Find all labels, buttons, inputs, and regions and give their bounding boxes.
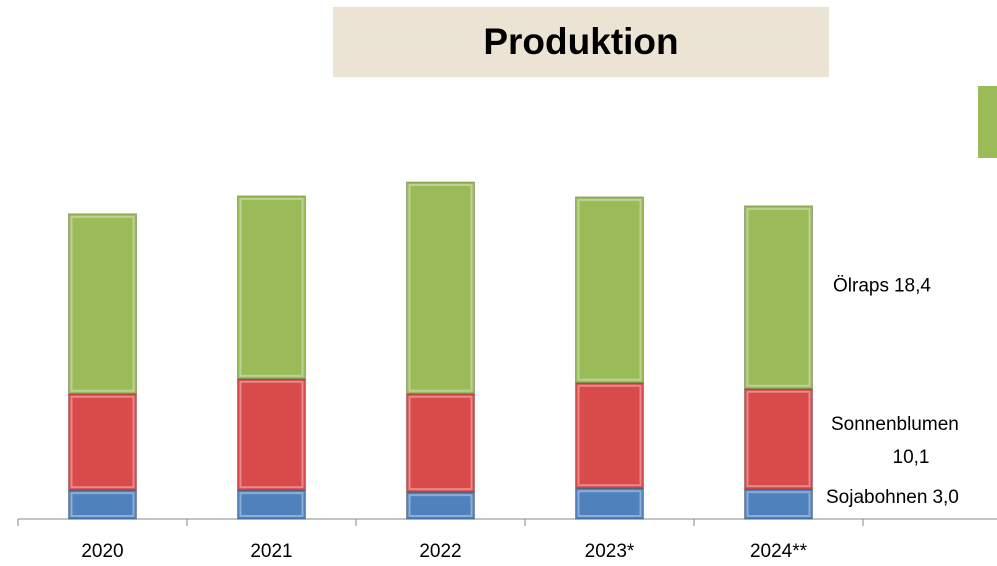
bar-bevel	[70, 215, 135, 392]
bar-segment	[68, 213, 137, 395]
bar-segment	[406, 491, 475, 520]
bar-segment	[575, 487, 644, 520]
x-tick-label: 2021	[250, 541, 292, 562]
bar-bevel	[70, 492, 135, 517]
bar-segment	[744, 205, 813, 390]
bar-bevel	[408, 184, 473, 392]
bar-bevel	[239, 380, 304, 489]
x-tick-label: 2022	[419, 541, 461, 562]
bar-bevel	[408, 494, 473, 518]
value-label: 10,1	[893, 447, 930, 468]
bar-bevel	[408, 395, 473, 491]
x-tick-label: 2023*	[585, 541, 635, 562]
series-label: Ölraps	[833, 275, 889, 296]
bar-segment	[237, 378, 306, 491]
bar-bevel	[746, 491, 811, 518]
bar-segment	[406, 181, 475, 395]
value-label: 18,4	[894, 275, 931, 296]
series-label: Sojabohnen	[826, 487, 927, 508]
chart-title: Produktion	[483, 21, 678, 62]
bar-bevel	[746, 390, 811, 488]
bar-bevel	[577, 490, 642, 517]
series-label: Sonnenblumen	[831, 414, 959, 435]
bar-segment	[68, 489, 137, 520]
bar-segment	[575, 382, 644, 489]
bar-bevel	[577, 384, 642, 487]
side-swatch	[978, 86, 997, 158]
bar-bevel	[746, 207, 811, 387]
bar-bevel	[577, 198, 642, 381]
x-tick-label: 2020	[81, 541, 123, 562]
value-label: 3,0	[932, 487, 958, 508]
bar-segment	[68, 393, 137, 491]
bar-bevel	[70, 395, 135, 489]
title-box	[333, 7, 829, 77]
bar-segment	[744, 388, 813, 490]
bar-bevel	[239, 492, 304, 517]
bar-segment	[237, 489, 306, 520]
bar-bevel	[239, 197, 304, 377]
bar-segment	[406, 393, 475, 493]
bar-segment	[744, 488, 813, 520]
bar-segment	[575, 196, 644, 384]
bar-segment	[237, 195, 306, 380]
x-tick-label: 2024**	[750, 541, 808, 562]
